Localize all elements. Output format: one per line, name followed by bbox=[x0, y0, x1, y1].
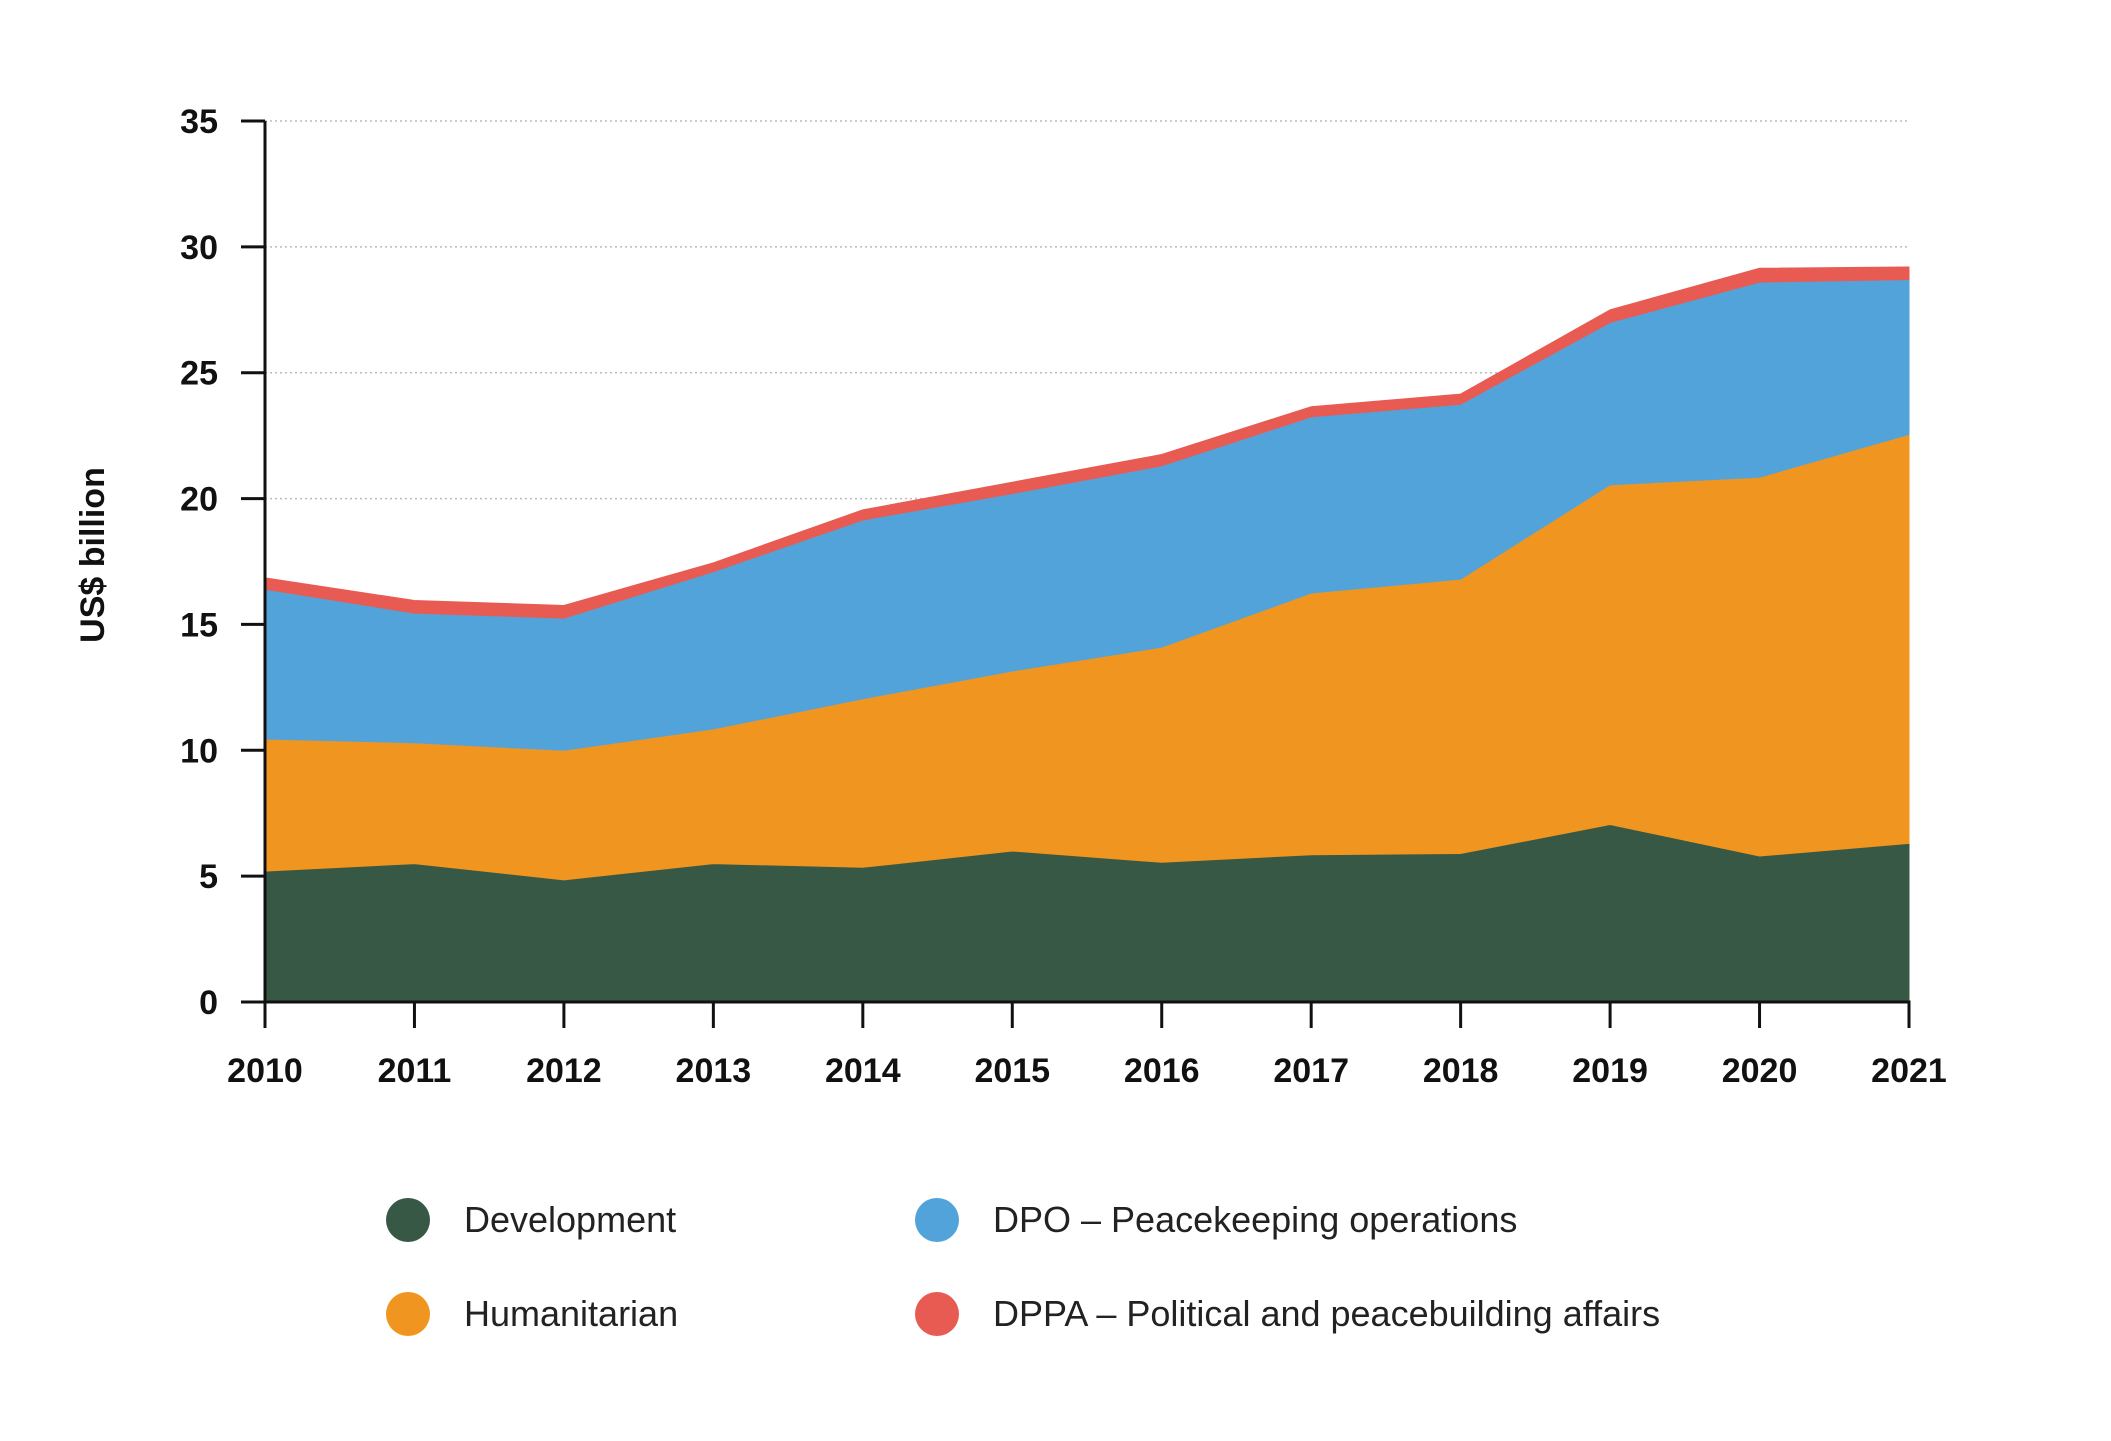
legend-item-humanitarian: Humanitarian bbox=[386, 1289, 678, 1339]
y-tick-label: 10 bbox=[180, 732, 218, 770]
legend-swatch-dppa bbox=[915, 1292, 959, 1336]
legend-swatch-humanitarian bbox=[386, 1292, 430, 1336]
legend-item-dppa: DPPA – Political and peacebuilding affai… bbox=[915, 1289, 1660, 1339]
x-tick-label: 2012 bbox=[526, 1052, 602, 1090]
x-tick-label: 2018 bbox=[1423, 1052, 1499, 1090]
y-tick-label: 5 bbox=[199, 858, 218, 896]
x-tick-label: 2015 bbox=[974, 1052, 1050, 1090]
legend-label-dppa: DPPA – Political and peacebuilding affai… bbox=[993, 1293, 1661, 1334]
y-axis-title: US$ billion bbox=[74, 467, 112, 643]
y-tick-label: 30 bbox=[180, 229, 218, 267]
area-series-dppa bbox=[264, 266, 1910, 619]
y-tick-label: 35 bbox=[180, 103, 218, 141]
x-tick-label: 2010 bbox=[227, 1052, 303, 1090]
tick-labels: 0 5 10 15 20 25 30 35 2010 2011 2012 2013 2014 2015 20… bbox=[180, 103, 1947, 1090]
legend-item-dpo: DPO – Peacekeeping operations bbox=[915, 1195, 1517, 1245]
area-series bbox=[264, 266, 1910, 1003]
y-tick-label: 15 bbox=[180, 606, 218, 644]
legend-swatch-dpo bbox=[915, 1198, 959, 1242]
x-tick-label: 2011 bbox=[378, 1052, 452, 1090]
legend-label-development: Development bbox=[464, 1199, 677, 1240]
legend-swatch-development bbox=[386, 1198, 430, 1242]
legend-item-development: Development bbox=[386, 1195, 676, 1245]
x-tick-label: 2014 bbox=[825, 1052, 901, 1090]
axes bbox=[241, 119, 1911, 1028]
x-tick-label: 2017 bbox=[1273, 1052, 1349, 1090]
x-tick-label: 2016 bbox=[1124, 1052, 1200, 1090]
legend-label-humanitarian: Humanitarian bbox=[464, 1293, 679, 1334]
x-tick-label: 2020 bbox=[1722, 1052, 1798, 1090]
x-tick-label: 2019 bbox=[1572, 1052, 1648, 1090]
x-tick-label: 2021 bbox=[1871, 1052, 1947, 1090]
legend: Development Humanitarian DPO – Peacekeep… bbox=[380, 1195, 1780, 1365]
y-tick-label: 0 bbox=[199, 984, 218, 1022]
legend-label-dpo: DPO – Peacekeeping operations bbox=[993, 1199, 1518, 1240]
x-tick-label: 2013 bbox=[676, 1052, 752, 1090]
y-tick-label: 20 bbox=[180, 481, 218, 519]
y-tick-label: 25 bbox=[180, 355, 218, 393]
